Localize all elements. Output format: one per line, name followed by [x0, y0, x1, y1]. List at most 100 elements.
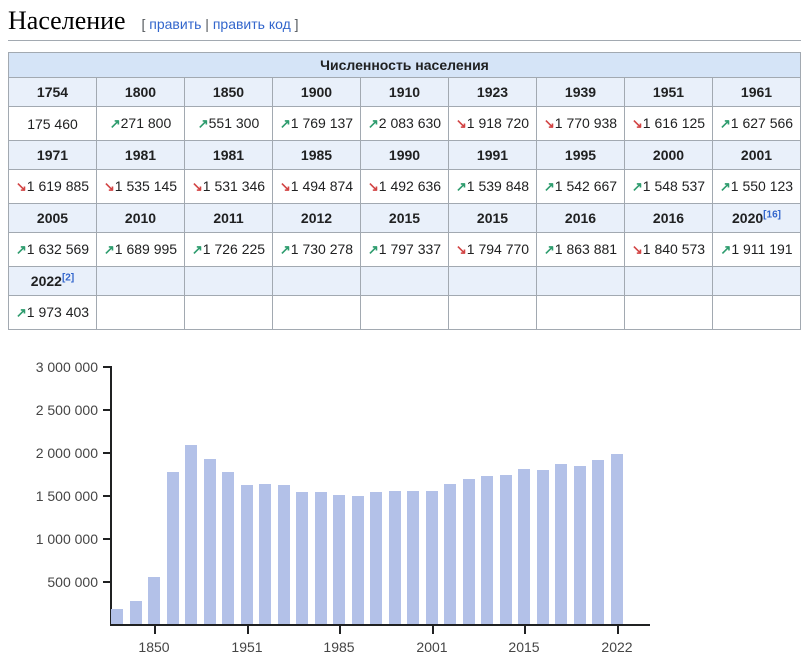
year-row: 1971 1981 1981 1985 1990 1991 1995 2000 2001	[8, 140, 801, 170]
value-cell: ↗1 911 191	[712, 232, 801, 267]
y-tick-label: 2 000 000	[35, 445, 98, 461]
year-cell: 2015	[360, 203, 449, 233]
year-cell: 1981	[184, 140, 273, 170]
value-cell: ↗1 542 667	[536, 169, 625, 204]
value-cell: ↘1 619 885	[8, 169, 97, 204]
trend-down-icon: ↘	[455, 116, 467, 131]
edit-link[interactable]: править	[149, 16, 202, 32]
year-row: 2005 2010 2011 2012 2015 2015 2016 2016 2020[16]	[8, 203, 801, 233]
year-cell: 1800	[96, 77, 185, 107]
value-cell: 175 460	[8, 106, 97, 141]
value-cell: ↘1 531 346	[184, 169, 273, 204]
page-title: Население	[8, 6, 126, 35]
chart-bar	[500, 475, 512, 624]
value-cell: ↘1 535 145	[96, 169, 185, 204]
year-cell: 1961	[712, 77, 801, 107]
year-cell: 1991	[448, 140, 537, 170]
trend-up-icon: ↗	[367, 242, 379, 257]
year-cell: 2016	[536, 203, 625, 233]
value-cell: ↗271 800	[96, 106, 185, 141]
value-cell: ↗1 973 403	[8, 295, 97, 330]
value-cell	[272, 295, 361, 330]
year-cell	[360, 266, 449, 296]
value-row: 175 460 ↗271 800 ↗551 300 ↗1 769 137 ↗2 083 …	[8, 106, 801, 141]
chart-bar	[333, 495, 345, 624]
chart-bar	[592, 460, 604, 624]
edit-separator: |	[205, 16, 209, 32]
trend-down-icon: ↘	[631, 116, 643, 131]
value-cell: ↗2 083 630	[360, 106, 449, 141]
value-cell	[536, 295, 625, 330]
year-cell	[272, 266, 361, 296]
year-cell: 1985	[272, 140, 361, 170]
x-tick-label: 2001	[416, 639, 448, 655]
value-cell: ↘1 918 720	[448, 106, 537, 141]
y-tick	[103, 581, 110, 583]
year-row: 2022[2]	[8, 266, 801, 296]
trend-up-icon: ↗	[279, 242, 291, 257]
trend-up-icon: ↗	[109, 116, 121, 131]
chart-bar	[555, 464, 567, 624]
y-tick-label: 1 500 000	[35, 488, 98, 504]
value-cell: ↗1 769 137	[272, 106, 361, 141]
table-caption: Численность населения	[8, 52, 801, 78]
x-tick	[524, 626, 526, 634]
year-cell: 1754	[8, 77, 97, 107]
chart-bar	[315, 492, 327, 624]
year-cell	[184, 266, 273, 296]
trend-down-icon: ↘	[631, 242, 643, 257]
value-cell: ↗1 550 123	[712, 169, 801, 204]
value-row: ↗1 973 403	[8, 295, 801, 330]
year-cell: 2020[16]	[712, 203, 801, 233]
chart-bar	[444, 484, 456, 624]
trend-up-icon: ↗	[367, 116, 379, 131]
y-tick-label: 1 000 000	[35, 531, 98, 547]
edit-code-link[interactable]: править код	[212, 16, 291, 32]
year-cell: 1923	[448, 77, 537, 107]
year-cell	[536, 266, 625, 296]
year-cell: 2005	[8, 203, 97, 233]
chart-bar	[352, 496, 364, 624]
y-tick	[103, 495, 110, 497]
chart-bar	[259, 484, 271, 624]
trend-up-icon: ↗	[15, 305, 27, 320]
trend-down-icon: ↘	[103, 179, 115, 194]
chart-bar	[241, 485, 253, 624]
reference-link[interactable]: [16]	[763, 209, 781, 221]
value-cell: ↘1 494 874	[272, 169, 361, 204]
value-cell: ↗1 730 278	[272, 232, 361, 267]
year-cell: 1850	[184, 77, 273, 107]
value-cell: ↗1 689 995	[96, 232, 185, 267]
year-cell: 2011	[184, 203, 273, 233]
year-cell	[448, 266, 537, 296]
chart-bar	[537, 470, 549, 624]
x-axis-line	[110, 624, 650, 626]
value-cell	[96, 295, 185, 330]
x-tick	[154, 626, 156, 634]
value-cell: ↗1 726 225	[184, 232, 273, 267]
value-cell: ↗1 632 569	[8, 232, 97, 267]
chart-bar	[463, 479, 475, 624]
value-cell: ↗1 548 537	[624, 169, 713, 204]
trend-up-icon: ↗	[197, 116, 209, 131]
trend-up-icon: ↗	[543, 242, 555, 257]
chart-bar	[130, 601, 142, 624]
year-cell: 2016	[624, 203, 713, 233]
value-cell: ↘1 770 938	[536, 106, 625, 141]
trend-up-icon: ↗	[543, 179, 555, 194]
section-heading: Население [ править | править код ]	[8, 6, 801, 41]
chart-bar	[426, 491, 438, 624]
value-cell: ↗1 539 848	[448, 169, 537, 204]
trend-up-icon: ↗	[103, 242, 115, 257]
value-cell	[448, 295, 537, 330]
trend-up-icon: ↗	[719, 179, 731, 194]
reference-link[interactable]: [2]	[61, 272, 75, 284]
y-tick-label: 2 500 000	[35, 402, 98, 418]
chart-bar	[518, 469, 530, 624]
edit-section: [ править | править код ]	[138, 16, 299, 32]
y-tick	[103, 366, 110, 368]
edit-bracket-open: [	[141, 16, 146, 32]
chart-bar	[148, 577, 160, 624]
year-cell: 2015	[448, 203, 537, 233]
value-cell	[712, 295, 801, 330]
